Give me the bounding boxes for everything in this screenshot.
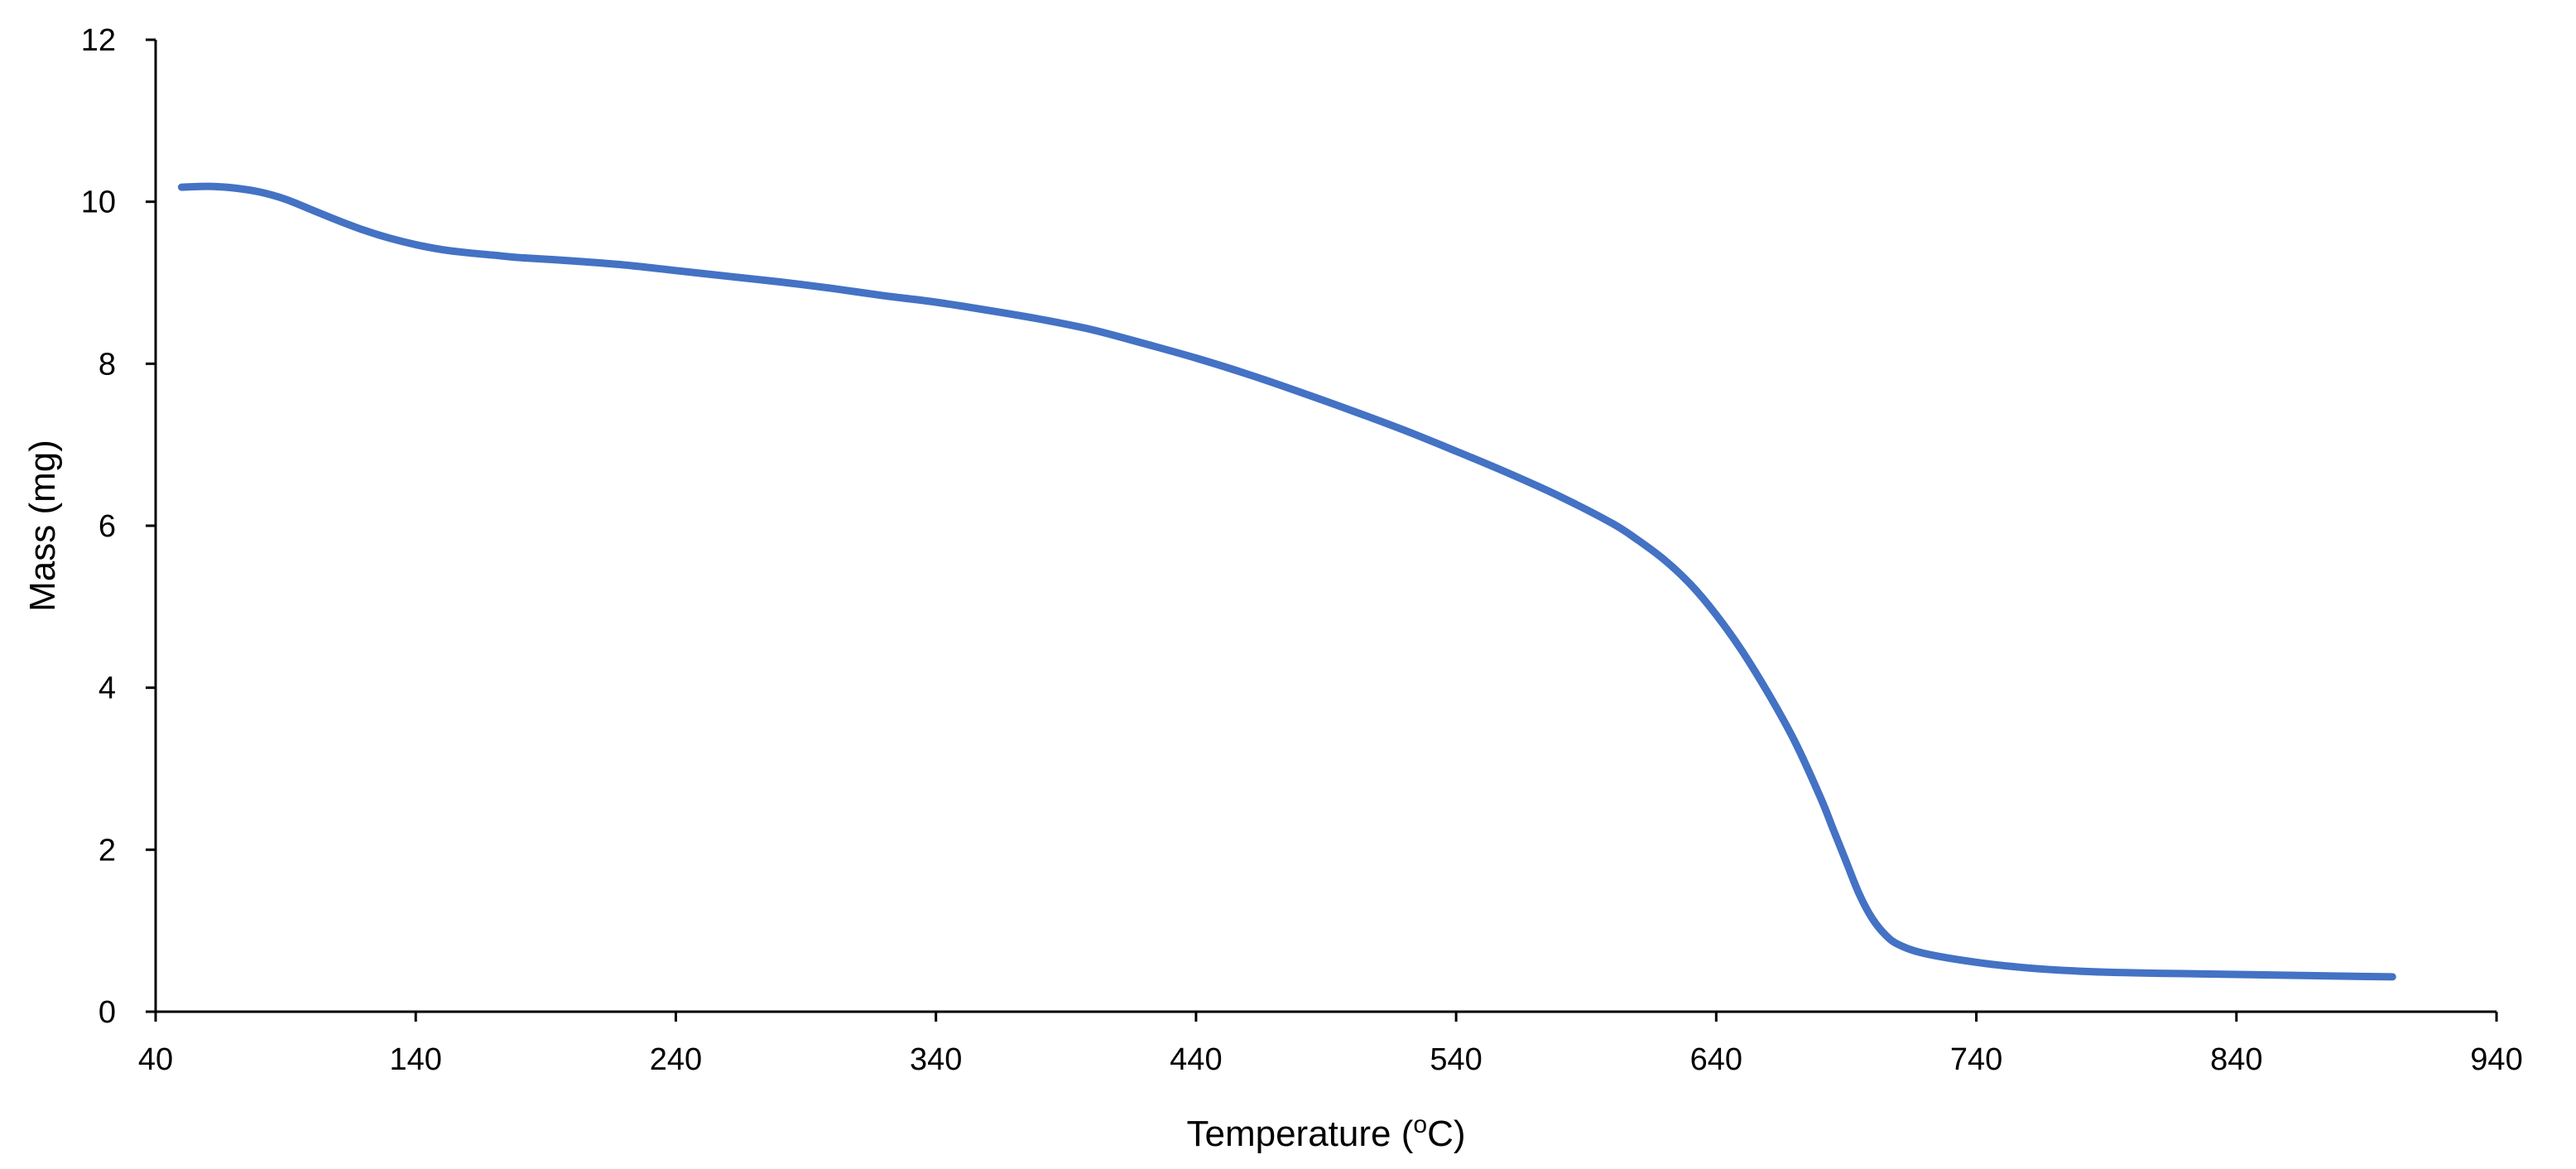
x-tick-label: 840: [2210, 1042, 2262, 1077]
y-tick-label: 0: [99, 995, 116, 1030]
x-tick-label: 740: [1950, 1042, 2002, 1077]
x-tick-label: 640: [1690, 1042, 1742, 1077]
series-line-mass: [177, 182, 2396, 981]
y-tick-label: 10: [81, 185, 116, 220]
x-tick-label: 140: [390, 1042, 442, 1077]
x-tick-label: 340: [910, 1042, 962, 1077]
x-tick-label: 240: [650, 1042, 702, 1077]
x-axis-title-main: Temperature (: [1186, 1114, 1413, 1154]
y-tick-label: 8: [99, 347, 116, 382]
x-tick-label: 940: [2470, 1042, 2522, 1077]
y-tick-label: 2: [99, 833, 116, 868]
y-tick-label: 6: [99, 509, 116, 544]
x-tick-label: 440: [1170, 1042, 1222, 1077]
y-axis-title: Mass (mg): [22, 440, 63, 612]
y-tick-label: 4: [99, 671, 116, 706]
x-tick-label: 40: [138, 1042, 173, 1077]
x-axis-title: Temperature (oC): [1186, 1111, 1465, 1154]
y-tick-label: 12: [81, 23, 116, 58]
x-axis-title-superscript: o: [1413, 1111, 1427, 1138]
x-axis-title-unit: C): [1427, 1114, 1465, 1154]
x-tick-label: 540: [1430, 1042, 1482, 1077]
